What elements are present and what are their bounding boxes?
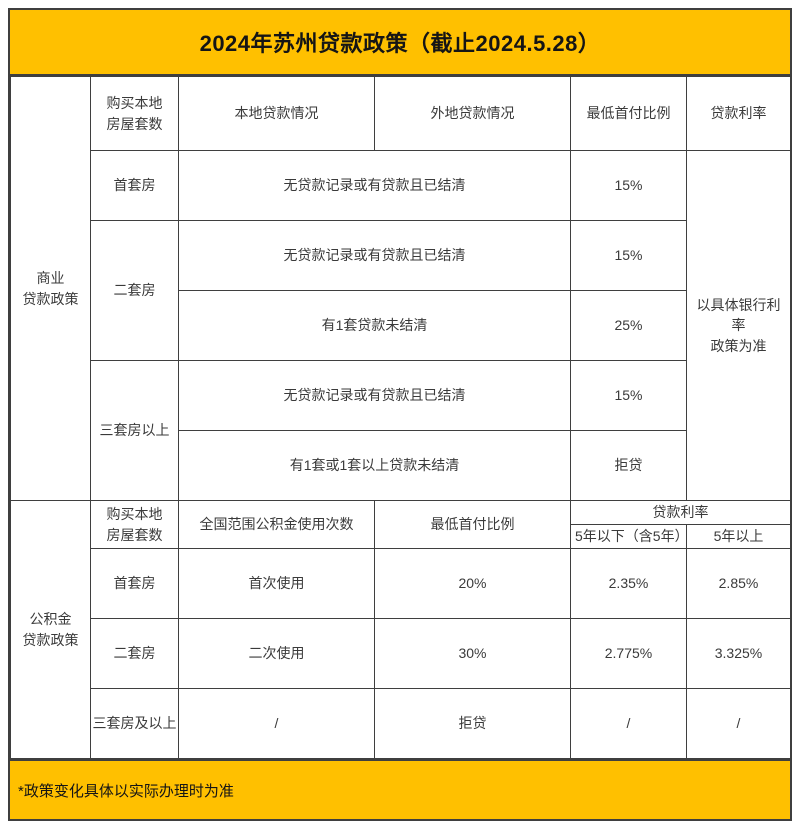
commercial-row-second-home-a: 二套房 无贷款记录或有贷款且已结清 15% [11,220,791,361]
col-header-loan-rate: 贷款利率 [570,500,791,525]
rate-over5y-cell: 2.85% [686,548,791,619]
units-cell: 首套房 [90,548,179,619]
units-cell: 三套房及以上 [90,688,179,759]
units-cell: 二套房 [90,220,179,361]
units-cell: 三套房以上 [90,360,179,501]
col-header-min-down-payment: 最低首付比例 [570,76,687,151]
rate-under5y-cell: 2.35% [570,548,687,619]
col-header-rate-under5y: 5年以下（含5年） [570,524,689,549]
rate-over5y-cell: 3.325% [686,618,791,689]
down-payment-cell: 15% [570,220,687,291]
condition-cell: 无贷款记录或有贷款且已结清 [178,220,571,291]
rate-under5y-cell: 2.775% [570,618,687,689]
down-payment-cell: 25% [570,290,687,361]
down-payment-cell: 30% [374,618,571,689]
col-header-units: 购买本地 房屋套数 [90,500,179,549]
col-header-loan-rate: 贷款利率 [686,76,791,151]
down-payment-cell-reject: 拒贷 [570,430,687,501]
fund-header-row-bottom: 5年以下（含5年） 5年以上 [11,524,791,549]
section-label-commercial: 商业 贷款政策 [10,76,91,501]
section-label-housing-fund: 公积金 贷款政策 [10,500,91,759]
fund-row-third-home: 三套房及以上 / 拒贷 / / [11,688,791,759]
page-title: 2024年苏州贷款政策（截止2024.5.28） [10,10,790,76]
condition-cell: 有1套贷款未结清 [178,290,571,361]
col-header-local-loan: 本地贷款情况 [178,76,375,151]
down-payment-cell: 20% [374,548,571,619]
commercial-row-first-home: 首套房 无贷款记录或有贷款且已结清 15% 以具体银行利率 政策为准 [11,150,791,501]
rate-note-cell: 以具体银行利率 政策为准 [686,150,791,501]
policy-sheet: 2024年苏州贷款政策（截止2024.5.28） 商业 贷款政策 购买本地 房屋… [8,8,792,821]
col-header-fund-usage: 全国范围公积金使用次数 [178,500,375,549]
down-payment-cell: 15% [570,360,687,431]
down-payment-cell-reject: 拒贷 [374,688,571,759]
fund-header-row-top: 公积金 贷款政策 购买本地 房屋套数 全国范围公积金使用次数 最低首付比例 贷款… [10,500,791,759]
units-cell: 二套房 [90,618,179,689]
rate-over5y-cell: / [686,688,791,759]
units-cell: 首套房 [90,150,179,221]
fund-usage-cell: 二次使用 [178,618,375,689]
fund-row-second-home: 二套房 二次使用 30% 2.775% 3.325% [11,618,791,689]
commercial-row-second-home-b: 有1套贷款未结清 25% [11,290,791,361]
col-header-units: 购买本地 房屋套数 [90,76,179,151]
commercial-row-third-home-a: 三套房以上 无贷款记录或有贷款且已结清 15% [11,360,791,501]
fund-usage-cell: 首次使用 [178,548,375,619]
commercial-header-row: 商业 贷款政策 购买本地 房屋套数 本地贷款情况 外地贷款情况 最低首付比例 贷… [10,76,791,501]
down-payment-cell: 15% [570,150,687,221]
condition-cell: 无贷款记录或有贷款且已结清 [178,360,571,431]
fund-usage-cell: / [178,688,375,759]
rate-under5y-cell: / [570,688,687,759]
footnote: *政策变化具体以实际办理时为准 [10,759,790,819]
loan-policy-table: 商业 贷款政策 购买本地 房屋套数 本地贷款情况 外地贷款情况 最低首付比例 贷… [10,76,791,759]
condition-cell: 有1套或1套以上贷款未结清 [178,430,571,501]
col-header-min-down-payment: 最低首付比例 [374,500,571,549]
col-header-nonlocal-loan: 外地贷款情况 [374,76,571,151]
fund-row-first-home: 首套房 首次使用 20% 2.35% 2.85% [11,548,791,619]
col-header-rate-over5y: 5年以上 [686,524,791,549]
condition-cell: 无贷款记录或有贷款且已结清 [178,150,571,221]
